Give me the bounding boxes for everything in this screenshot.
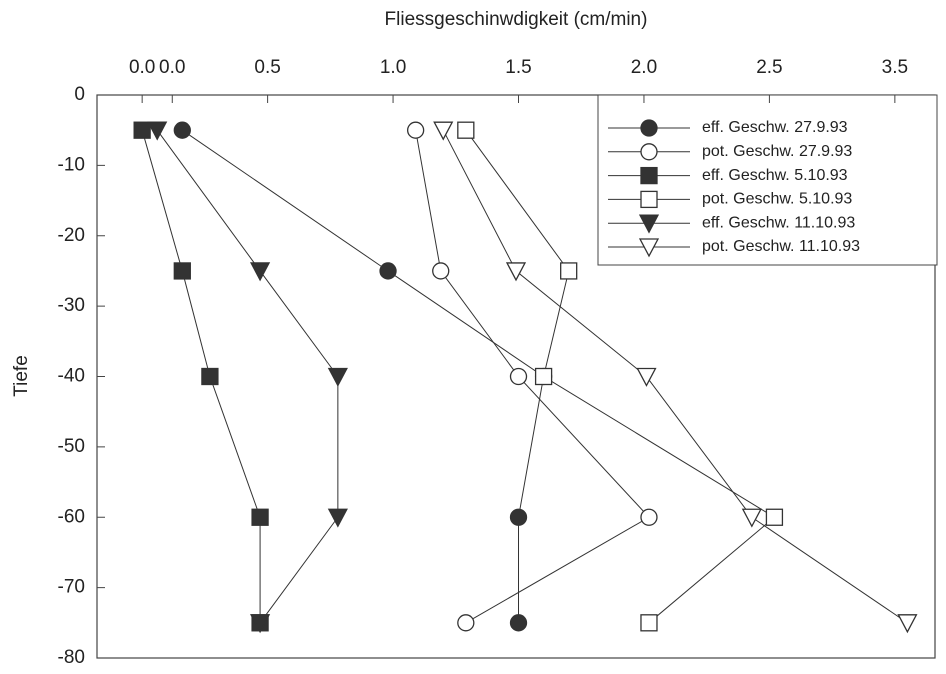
marker [640, 119, 658, 137]
x-tick-label: 2.5 [756, 57, 782, 78]
marker [457, 614, 475, 632]
marker [433, 121, 454, 141]
y-tick-label: -30 [58, 295, 85, 316]
marker [505, 262, 527, 282]
marker [147, 121, 168, 141]
legend-label: pot. Geschw. 5.10.93 [702, 191, 852, 208]
marker [638, 238, 660, 258]
chart-title: Fliessgeschinwdigkeit (cm/min) [385, 9, 648, 30]
marker [457, 121, 475, 139]
y-tick-label: -70 [58, 577, 85, 598]
marker [640, 614, 658, 632]
marker [638, 214, 660, 234]
marker [406, 121, 425, 139]
marker [509, 367, 528, 386]
marker [173, 262, 191, 280]
legend-label: pot. Geschw. 27.9.93 [702, 143, 852, 160]
legend-label: pot. Geschw. 11.10.93 [702, 238, 860, 255]
marker [432, 262, 450, 280]
x-tick-label: 1.5 [505, 57, 531, 78]
marker [327, 367, 348, 387]
series-line [182, 129, 545, 623]
marker [640, 166, 658, 185]
x-tick-label: 3.5 [882, 57, 908, 78]
marker [173, 121, 191, 139]
x-tick-label: 0.5 [254, 57, 280, 78]
legend-label: eff. Geschw. 5.10.93 [702, 167, 848, 184]
marker [133, 121, 151, 139]
marker [379, 262, 397, 280]
marker [250, 614, 271, 634]
marker [640, 508, 658, 526]
y-tick-label: -20 [58, 225, 85, 246]
marker [560, 262, 578, 280]
x-tick-label: 0.0 [159, 57, 185, 78]
x-tick-label: 1.0 [380, 57, 406, 78]
marker [201, 367, 219, 386]
marker [509, 614, 528, 632]
y-axis-label: Tiefe [11, 355, 32, 397]
marker [534, 367, 553, 386]
marker [250, 262, 271, 282]
marker [251, 508, 269, 526]
marker [897, 614, 918, 634]
y-tick-label: 0 [74, 84, 85, 105]
marker [741, 508, 762, 528]
marker [640, 190, 658, 209]
x-tick-label: 2.0 [631, 57, 657, 78]
y-tick-label: -40 [58, 366, 85, 387]
legend: eff. Geschw. 27.9.93 pot. Geschw. 27.9.93… [597, 94, 938, 266]
marker [636, 367, 657, 387]
series-line [156, 129, 339, 624]
x-tick-label: 0.0 [129, 57, 155, 78]
marker [509, 508, 528, 526]
marker [327, 508, 348, 528]
y-tick-label: -80 [58, 647, 85, 668]
legend-label: eff. Geschw. 11.10.93 [702, 214, 855, 231]
marker [765, 508, 784, 526]
marker [640, 143, 658, 161]
legend-label: eff. Geschw. 27.9.93 [702, 119, 848, 136]
y-tick-label: -60 [58, 506, 85, 527]
y-tick-label: -10 [58, 154, 85, 175]
y-tick-label: -50 [58, 436, 85, 457]
series-line [141, 130, 261, 623]
